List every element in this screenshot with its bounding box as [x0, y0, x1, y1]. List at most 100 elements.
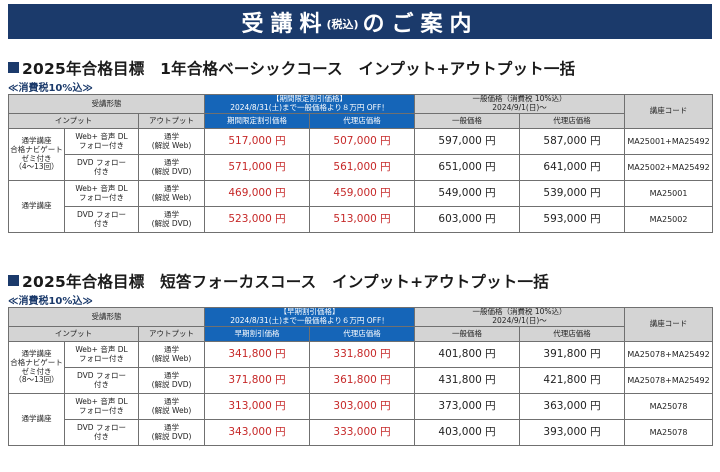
- course-code-cell: MA25001+MA25492: [624, 128, 714, 155]
- price-table: 受講形態 【早期割引価格】 2024/8/31(土)まで一般価格より６万円 OFF！…: [7, 307, 714, 446]
- table-row: 通学講座 合格ナビゲート ゼミ付き （4～13回） Web+ 音声 DL フォロー…: [8, 128, 714, 181]
- header-promo-desc: 2024/8/31(土)まで一般価格より８万円 OFF！: [230, 103, 389, 112]
- promo-price-cell: 517,000 円: [204, 128, 311, 155]
- general-agency-cell: 391,800 円: [519, 341, 626, 368]
- price-table: 受講形態 【期間限定割引価格】 2024/8/31(土)まで一般価格より８万円 OF…: [7, 94, 714, 233]
- page-banner: 受講料 (税込) のご案内: [8, 4, 712, 39]
- header-course-code: 講座コード: [624, 307, 714, 342]
- tax-note: ≪消費税10%込≫: [8, 83, 93, 94]
- header-general-label: 一般価格（消費税 10%込）: [472, 307, 567, 317]
- course-code-cell: MA25002+MA25492: [624, 154, 714, 181]
- promo-price-cell: 313,000 円: [204, 393, 311, 420]
- output-cell: 通学 (解説 Web): [137, 180, 206, 207]
- header-promo-period: 【早期割引価格】: [279, 307, 340, 317]
- output-cell: 通学 (解説 DVD): [137, 206, 206, 233]
- header-general: 一般価格（消費税 10%込） 2024/9/1(日)～: [414, 307, 626, 327]
- input-cell: Web+ 音声 DL フォロー付き: [64, 341, 139, 368]
- output-cell: 通学 (解説 DVD): [137, 154, 206, 181]
- table-row: 通学講座 Web+ 音声 DL フォロー付き 通学 (解説 Web) 469,000 …: [8, 180, 714, 233]
- header-general-label: 一般価格（消費税 10%込）: [472, 94, 567, 104]
- header-input: インプット: [8, 326, 139, 342]
- general-price-cell: 603,000 円: [414, 206, 521, 233]
- table-row: 通学講座 合格ナビゲート ゼミ付き （8～13回） Web+ 音声 DL フォロー…: [8, 341, 714, 394]
- input-cell: DVD フォロー 付き: [64, 367, 139, 394]
- promo-agency-cell: 561,000 円: [309, 154, 416, 181]
- input-cell: DVD フォロー 付き: [64, 206, 139, 233]
- promo-price-cell: 571,000 円: [204, 154, 311, 181]
- promo-price-cell: 371,800 円: [204, 367, 311, 394]
- promo-price-cell: 343,000 円: [204, 419, 311, 446]
- table-row: 通学講座 Web+ 音声 DL フォロー付き 通学 (解説 Web) 313,000 …: [8, 393, 714, 446]
- promo-price-cell: 341,800 円: [204, 341, 311, 368]
- header-promo-price: 早期割引価格: [204, 326, 311, 342]
- course-code-cell: MA25078: [624, 393, 714, 420]
- general-price-cell: 403,000 円: [414, 419, 521, 446]
- promo-agency-cell: 303,000 円: [309, 393, 416, 420]
- general-price-cell: 549,000 円: [414, 180, 521, 207]
- output-cell: 通学 (解説 DVD): [137, 367, 206, 394]
- header-general-agency: 代理店価格: [519, 113, 626, 129]
- table-row: DVD フォロー 付き 通学 (解説 DVD) 343,000 円 333,000 円…: [9, 419, 714, 446]
- header-promo-period: 【期間限定割引価格】: [272, 94, 348, 104]
- tax-note: ≪消費税10%込≫: [8, 296, 93, 307]
- section-title: 2025年合格目標 短答フォーカスコース インプット+アウトプット一括: [8, 270, 549, 292]
- promo-agency-cell: 513,000 円: [309, 206, 416, 233]
- promo-agency-cell: 507,000 円: [309, 128, 416, 155]
- input-cell: Web+ 音声 DL フォロー付き: [64, 128, 139, 155]
- group-label: 通学講座: [8, 393, 65, 446]
- section-title: 2025年合格目標 1年合格ベーシックコース インプット+アウトプット一括: [8, 57, 575, 79]
- general-agency-cell: 593,000 円: [519, 206, 626, 233]
- course-code-cell: MA25002: [624, 206, 714, 233]
- promo-agency-cell: 361,800 円: [309, 367, 416, 394]
- square-bullet-icon: [8, 62, 19, 73]
- promo-agency-cell: 331,800 円: [309, 341, 416, 368]
- header-general-agency: 代理店価格: [519, 326, 626, 342]
- banner-title-right: のご案内: [362, 11, 479, 37]
- header-promo: 【早期割引価格】 2024/8/31(土)まで一般価格より６万円 OFF！: [204, 307, 416, 327]
- promo-price-cell: 469,000 円: [204, 180, 311, 207]
- header-general: 一般価格（消費税 10%込） 2024/9/1(日)～: [414, 94, 626, 114]
- header-promo-agency: 代理店価格: [309, 326, 416, 342]
- header-output: アウトプット: [137, 326, 206, 342]
- output-cell: 通学 (解説 DVD): [137, 419, 206, 446]
- header-form: 受講形態: [7, 94, 206, 114]
- general-price-cell: 401,800 円: [414, 341, 521, 368]
- output-cell: 通学 (解説 Web): [137, 341, 206, 368]
- header-promo: 【期間限定割引価格】 2024/8/31(土)まで一般価格より８万円 OFF！: [204, 94, 416, 114]
- input-cell: DVD フォロー 付き: [64, 419, 139, 446]
- general-agency-cell: 587,000 円: [519, 128, 626, 155]
- course-code-cell: MA25078+MA25492: [624, 341, 714, 368]
- banner-title-left: 受講料: [241, 11, 329, 37]
- header-promo-agency: 代理店価格: [309, 113, 416, 129]
- general-agency-cell: 363,000 円: [519, 393, 626, 420]
- table-row: DVD フォロー 付き 通学 (解説 DVD) 523,000 円 513,000 円…: [9, 206, 714, 233]
- course-code-cell: MA25001: [624, 180, 714, 207]
- header-general-price: 一般価格: [414, 326, 521, 342]
- output-cell: 通学 (解説 Web): [137, 128, 206, 155]
- input-cell: Web+ 音声 DL フォロー付き: [64, 180, 139, 207]
- square-bullet-icon: [8, 275, 19, 286]
- general-price-cell: 431,800 円: [414, 367, 521, 394]
- header-general-date: 2024/9/1(日)～: [492, 316, 547, 325]
- general-price-cell: 597,000 円: [414, 128, 521, 155]
- table-row: DVD フォロー 付き 通学 (解説 DVD) 371,800 円 361,800 円…: [9, 367, 714, 394]
- promo-agency-cell: 459,000 円: [309, 180, 416, 207]
- course-code-cell: MA25078: [624, 419, 714, 446]
- header-output: アウトプット: [137, 113, 206, 129]
- general-price-cell: 373,000 円: [414, 393, 521, 420]
- header-general-date: 2024/9/1(日)～: [492, 103, 547, 112]
- table-row: DVD フォロー 付き 通学 (解説 DVD) 571,000 円 561,000 円…: [9, 154, 714, 181]
- group-label: 通学講座 合格ナビゲート ゼミ付き （8～13回）: [8, 341, 65, 394]
- banner-tax-label: (税込): [326, 17, 359, 31]
- general-agency-cell: 393,000 円: [519, 419, 626, 446]
- header-promo-desc: 2024/8/31(土)まで一般価格より６万円 OFF！: [230, 316, 389, 325]
- promo-price-cell: 523,000 円: [204, 206, 311, 233]
- input-cell: DVD フォロー 付き: [64, 154, 139, 181]
- group-label: 通学講座: [8, 180, 65, 233]
- promo-agency-cell: 333,000 円: [309, 419, 416, 446]
- general-price-cell: 651,000 円: [414, 154, 521, 181]
- course-code-cell: MA25078+MA25492: [624, 367, 714, 394]
- header-promo-price: 期間限定割引価格: [204, 113, 311, 129]
- general-agency-cell: 539,000 円: [519, 180, 626, 207]
- group-label: 通学講座 合格ナビゲート ゼミ付き （4～13回）: [8, 128, 65, 181]
